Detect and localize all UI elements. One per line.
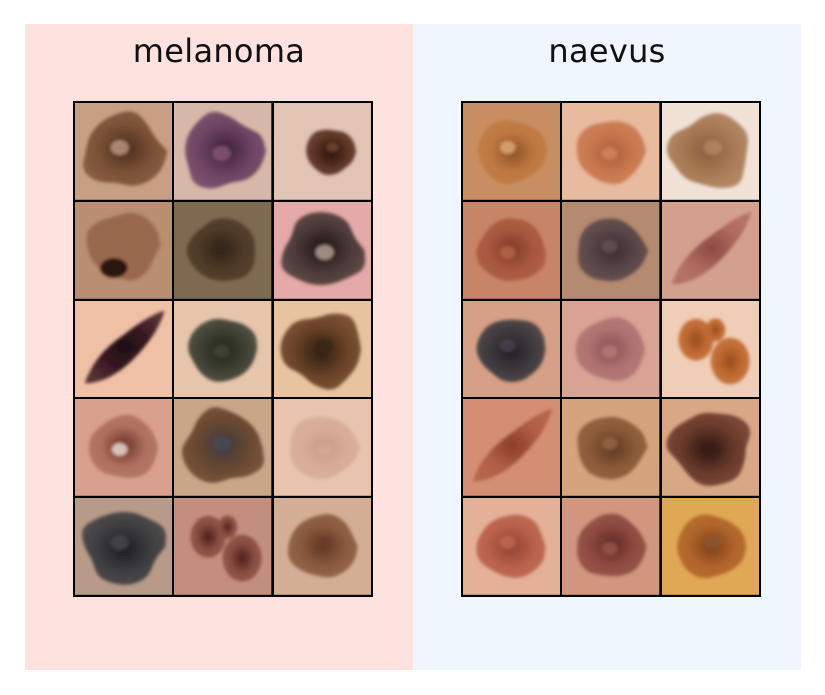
melanoma-lesion-image: [174, 300, 272, 398]
naevus-lesion-image: [463, 103, 561, 200]
melanoma-lesion-image: [174, 399, 272, 497]
melanoma-lesion-image: [174, 103, 272, 200]
melanoma-panel: melanoma: [25, 24, 413, 670]
melanoma-lesion-image: [75, 498, 173, 595]
melanoma-lesion-image: [273, 103, 371, 200]
melanoma-lesion-image: [75, 103, 173, 200]
naevus-lesion-image: [562, 201, 660, 299]
naevus-panel: naevus: [413, 24, 801, 670]
naevus-lesion-image: [661, 300, 759, 398]
naevus-title: naevus: [548, 32, 666, 70]
melanoma-lesion-image: [174, 201, 272, 299]
melanoma-lesion-image: [273, 399, 371, 497]
melanoma-title: melanoma: [132, 32, 306, 70]
naevus-lesion-image: [463, 498, 561, 595]
naevus-lesion-image: [661, 103, 759, 200]
melanoma-lesion-image: [273, 300, 371, 398]
naevus-lesion-image: [562, 103, 660, 200]
naevus-lesion-image: [463, 300, 561, 398]
naevus-lesion-image: [562, 300, 660, 398]
naevus-image-grid: [461, 101, 761, 597]
melanoma-image-grid: [73, 101, 373, 597]
melanoma-lesion-image: [174, 498, 272, 595]
naevus-lesion-image: [463, 201, 561, 299]
melanoma-lesion-image: [75, 399, 173, 497]
naevus-lesion-image: [562, 399, 660, 497]
melanoma-lesion-image: [273, 201, 371, 299]
naevus-lesion-image: [661, 399, 759, 497]
naevus-lesion-image: [661, 498, 759, 595]
melanoma-lesion-image: [273, 498, 371, 595]
melanoma-lesion-image: [75, 201, 173, 299]
melanoma-lesion-image: [75, 300, 173, 398]
naevus-lesion-image: [463, 399, 561, 497]
naevus-lesion-image: [562, 498, 660, 595]
naevus-lesion-image: [661, 201, 759, 299]
